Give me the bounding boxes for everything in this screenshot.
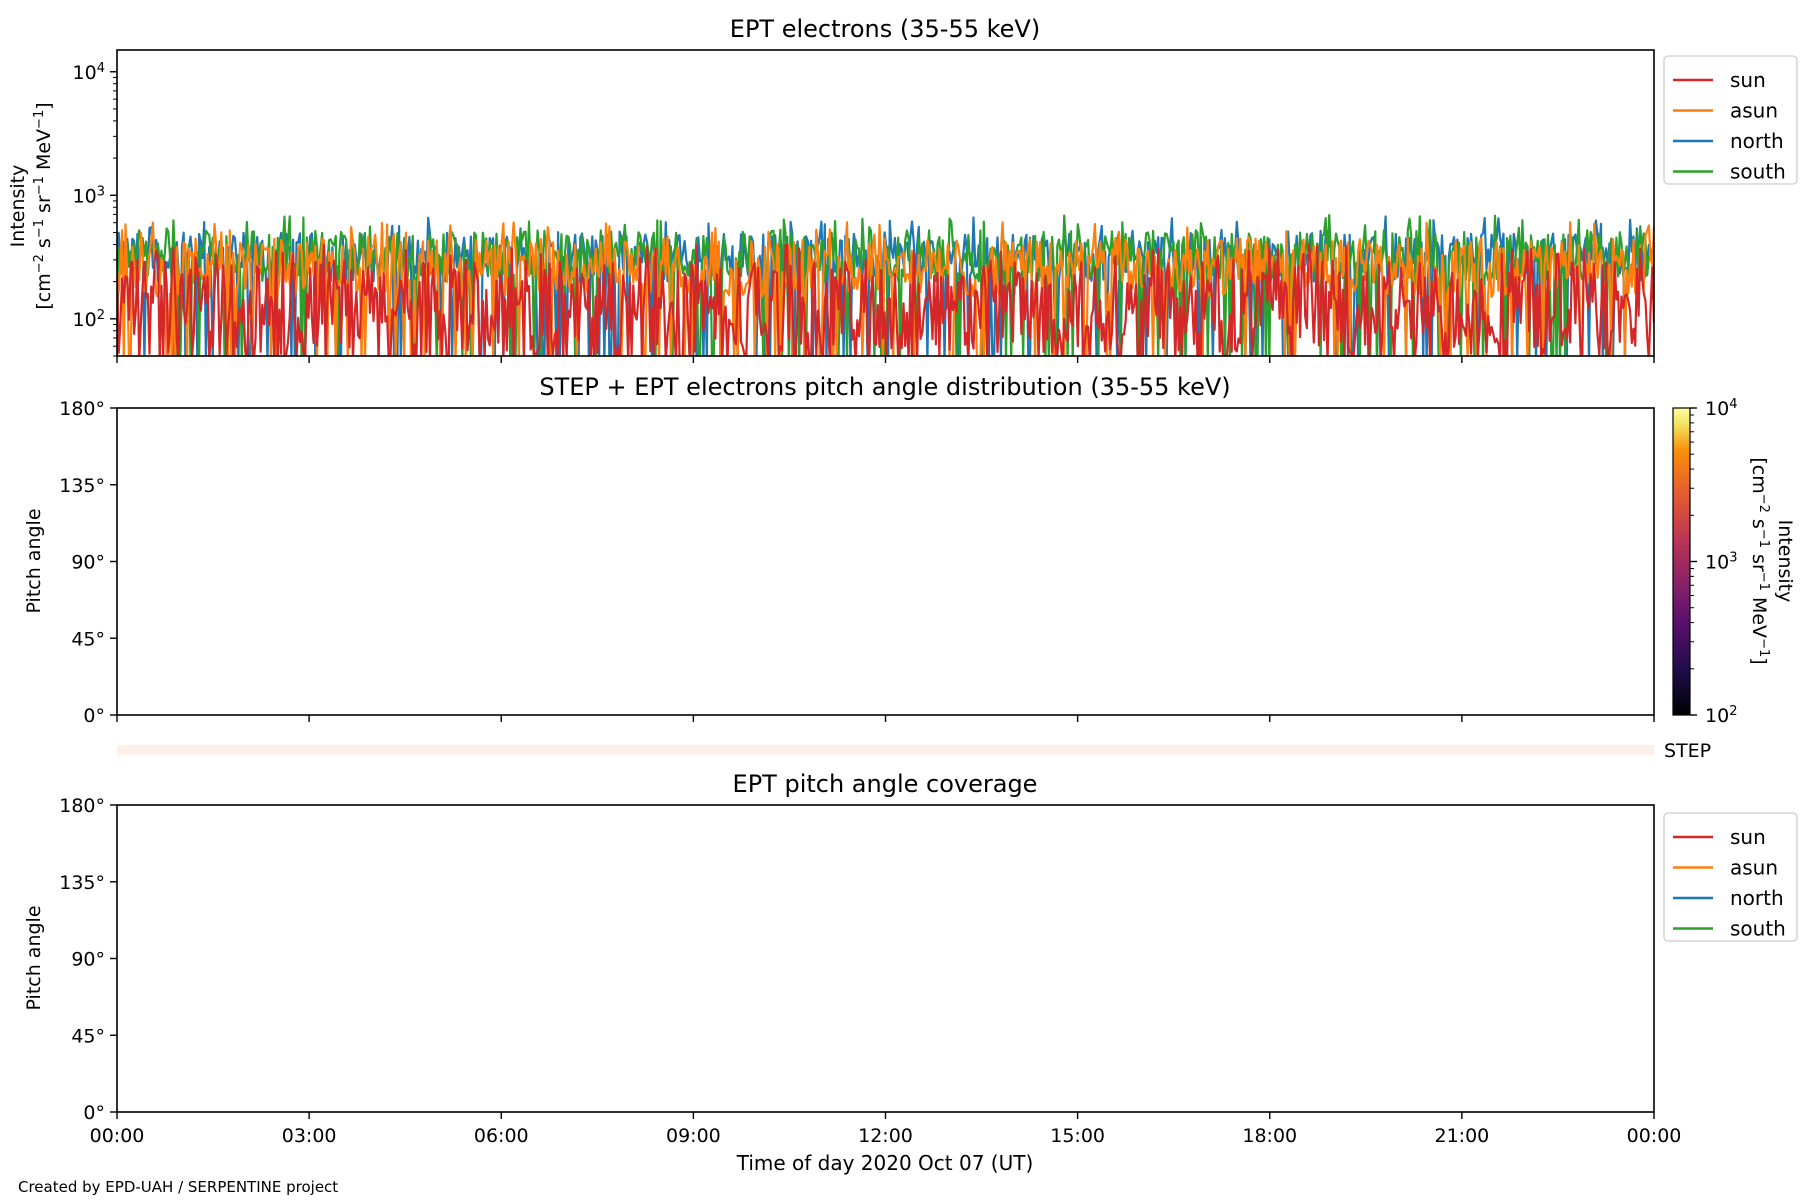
panel2-y-ticks: 0° 45° 90° 135° 180° xyxy=(59,398,117,727)
panel3-title: EPT pitch angle coverage xyxy=(733,770,1038,798)
panel3-ylabel: Pitch angle xyxy=(23,905,45,1010)
panel3-y-ticks: 0° 45° 90° 135° 180° xyxy=(59,795,117,1124)
legend-label-sun: sun xyxy=(1730,825,1766,849)
legend-label-asun: asun xyxy=(1730,99,1778,123)
x-tick-label: 03:00 xyxy=(282,1125,337,1147)
legend-box xyxy=(1663,55,1798,185)
y-tick-label: 180° xyxy=(59,398,105,420)
colorbar-label-unit: [cm−2 s−1 sr−1 MeV−1] xyxy=(1748,457,1772,664)
panel1-series-group xyxy=(117,214,1654,356)
x-tick-label: 15:00 xyxy=(1050,1125,1105,1147)
step-strip-label: STEP xyxy=(1664,740,1711,762)
legend-label-north: north xyxy=(1730,886,1784,910)
legend-label-north: north xyxy=(1730,129,1784,153)
panel1-ylabel-unit: [cm−2 s−1 sr−1 MeV−1] xyxy=(32,102,56,309)
colorbar-ticks: 102 103 104 xyxy=(1690,397,1737,728)
series-line-asun xyxy=(117,221,1654,356)
panel2-frame xyxy=(116,407,1655,716)
y-tick-label: 135° xyxy=(59,872,105,894)
y-tick-label: 90° xyxy=(71,949,105,971)
y-tick-label: 0° xyxy=(83,705,105,727)
x-tick-label: 21:00 xyxy=(1434,1125,1489,1147)
x-tick-label: 09:00 xyxy=(666,1125,721,1147)
colorbar-tick-label: 102 xyxy=(1705,704,1737,728)
panel-pitch-angle-distribution: STEP + EPT electrons pitch angle distrib… xyxy=(23,373,1796,762)
credit-text: Created by EPD-UAH / SERPENTINE project xyxy=(18,1178,339,1196)
colorbar-tick-label: 103 xyxy=(1705,550,1737,574)
panel3-legend: sun asun north south xyxy=(1663,812,1798,942)
y-tick-label: 135° xyxy=(59,475,105,497)
panel1-ylabel: Intensity xyxy=(7,165,29,248)
series-line-sun xyxy=(117,243,1654,356)
colorbar xyxy=(1672,407,1691,716)
y-tick-label: 45° xyxy=(71,628,105,650)
panel3-frame xyxy=(116,804,1655,1113)
x-tick-label: 18:00 xyxy=(1242,1125,1297,1147)
x-tick-label: 06:00 xyxy=(474,1125,529,1147)
x-axis-label: Time of day 2020 Oct 07 (UT) xyxy=(736,1151,1034,1175)
y-tick-label: 90° xyxy=(71,552,105,574)
colorbar-tick-label: 104 xyxy=(1705,397,1737,421)
panel2-title: STEP + EPT electrons pitch angle distrib… xyxy=(539,373,1230,401)
y-tick-label: 45° xyxy=(71,1025,105,1047)
y-tick-label: 103 xyxy=(73,184,105,208)
panel-intensity: EPT electrons (35-55 keV) 102 103 104 Inte… xyxy=(7,15,1798,363)
x-tick-label: 00:00 xyxy=(90,1125,145,1147)
legend-box xyxy=(1663,812,1798,942)
y-tick-label: 104 xyxy=(73,60,105,84)
y-tick-label: 102 xyxy=(73,307,105,331)
panel1-legend: sun asun north south xyxy=(1663,55,1798,185)
legend-label-south: south xyxy=(1730,917,1786,941)
colorbar-label: Intensity xyxy=(1774,520,1796,603)
panel-pitch-angle-coverage: EPT pitch angle coverage 0° 45° 90° 135° 180… xyxy=(23,770,1798,1175)
panel2-x-ticks xyxy=(116,715,1655,722)
y-tick-label: 180° xyxy=(59,795,105,817)
panel3-x-ticks: 00:00 03:00 06:00 09:00 12:00 15:00 18:00 21:00… xyxy=(90,1112,1682,1147)
panel2-ylabel: Pitch angle xyxy=(23,508,45,613)
y-tick-label: 0° xyxy=(83,1102,105,1124)
legend-label-asun: asun xyxy=(1730,856,1778,880)
legend-label-sun: sun xyxy=(1730,68,1766,92)
step-strip xyxy=(117,745,1654,755)
panel1-y-ticks: 102 103 104 xyxy=(73,60,117,357)
x-tick-label: 12:00 xyxy=(858,1125,913,1147)
legend-label-south: south xyxy=(1730,160,1786,184)
x-tick-label: 00:00 xyxy=(1627,1125,1682,1147)
panel1-title: EPT electrons (35-55 keV) xyxy=(730,15,1040,43)
panel1-x-ticks xyxy=(116,356,1655,363)
